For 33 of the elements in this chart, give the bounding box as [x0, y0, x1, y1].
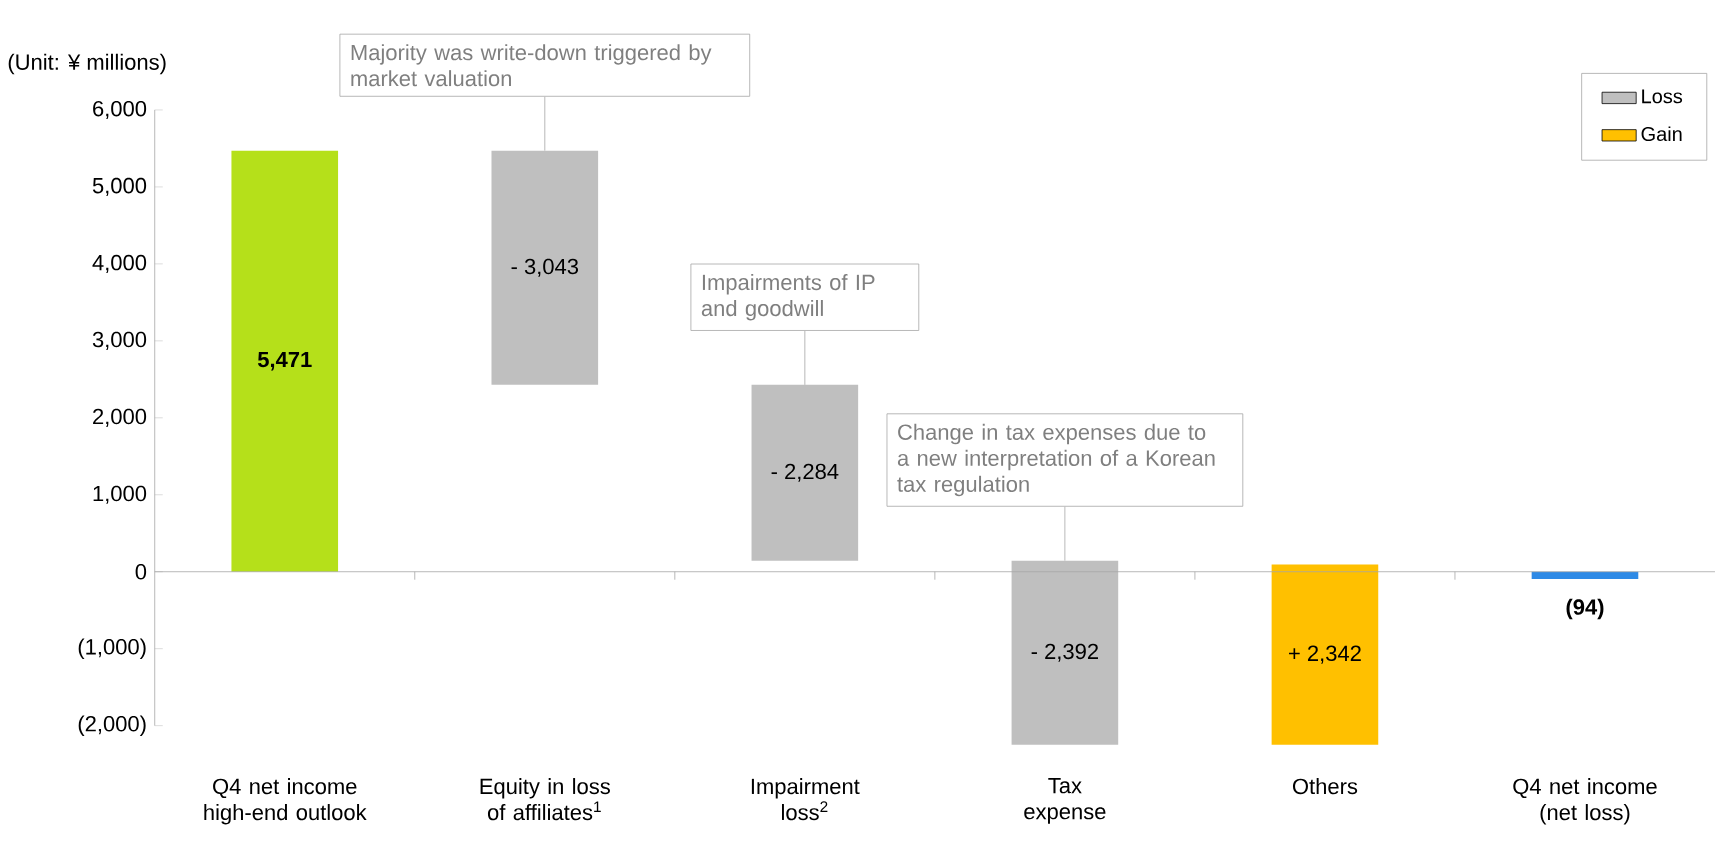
bar	[1271, 564, 1379, 745]
x-tick-label: Others	[1292, 778, 1358, 795]
data-label: - 3,043	[511, 258, 579, 278]
bar	[1531, 571, 1639, 580]
bar	[1011, 560, 1119, 745]
y-tick-label: 3,000	[92, 331, 147, 351]
y-axis-title: (Unit: ¥ millions)	[8, 53, 166, 75]
x-tick-label: Equity in loss of affiliates$^{1}$	[480, 778, 610, 821]
bar	[491, 150, 599, 386]
x-tick-label: Impairment loss$^{2}$	[751, 778, 860, 821]
annotation: Impairments of IP and goodwill	[701, 274, 875, 321]
x-tick-label: Q4 net income (net loss)	[1513, 778, 1657, 825]
y-tick-label: (1,000)	[78, 638, 146, 660]
annotation: Change in tax expenses due to a new interpretation of a Korean tax regulation	[897, 424, 1215, 497]
annotation: Majority was write-down triggered by market valuation	[351, 44, 712, 87]
x-tick-label: Q4 net income high-end outlook	[204, 778, 367, 825]
y-tick-label: 2,000	[93, 408, 147, 428]
bar	[751, 385, 859, 561]
y-tick-label: 0	[135, 564, 147, 580]
y-tick-label: 1,000	[93, 485, 147, 505]
data-label: - 2,284	[771, 463, 839, 483]
y-tick-label: 5,000	[92, 178, 147, 197]
data-label: 5,471	[257, 352, 312, 371]
data-label: - 2,392	[1031, 643, 1098, 662]
data-label: + 2,342	[1289, 645, 1361, 664]
legend-label: Gain	[1641, 126, 1682, 142]
y-tick-label: 6,000	[93, 101, 147, 120]
bar	[231, 150, 339, 572]
legend-label: Loss	[1642, 89, 1683, 104]
x-tick-label: Tax expense	[1024, 778, 1106, 824]
data-label: (94)	[1566, 598, 1604, 620]
y-tick-label: 4,000	[92, 255, 147, 274]
y-tick-label: (2,000)	[78, 715, 146, 737]
